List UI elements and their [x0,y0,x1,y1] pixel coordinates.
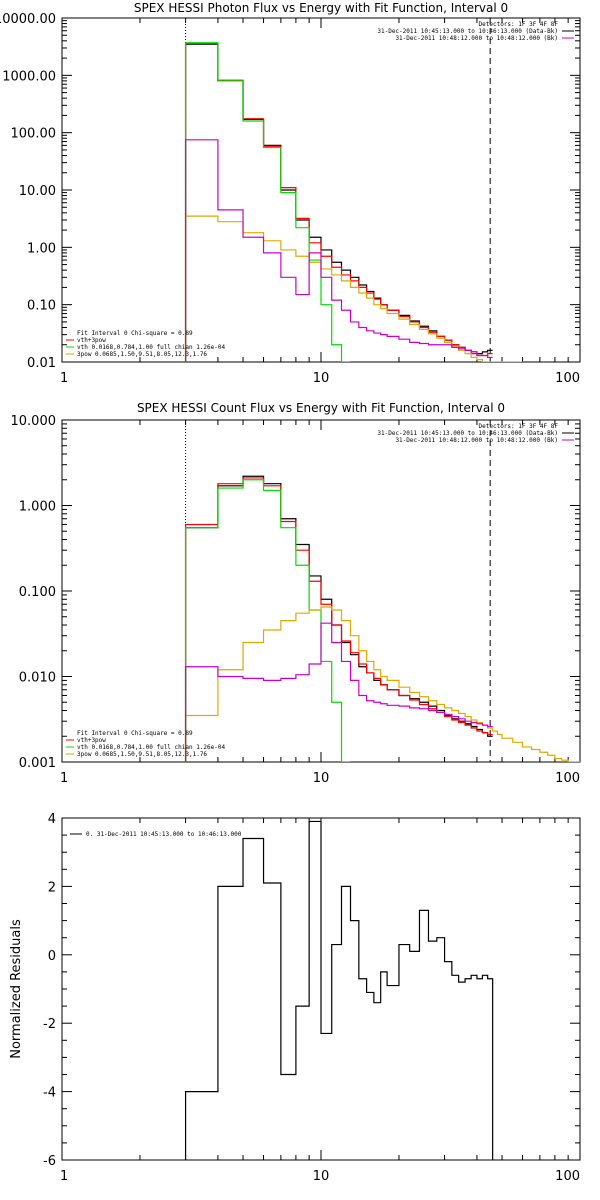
x-tick-label: 1 [60,1169,68,1184]
count-flux-panel: SPEX HESSI Count Flux vs Energy with Fit… [11,401,581,786]
x-tick-label: 1 [60,771,68,786]
x-tick-label: 10 [313,1169,330,1184]
x-tick-label: 100 [555,1169,580,1184]
legend-text: 31-Dec-2011 10:48:12.000 to 10:48:12.000… [395,437,558,444]
y-tick-label: 4 [48,812,56,827]
series-group [184,820,494,1160]
legend-text: vth+3pow [77,337,106,344]
legend-text: 31-Dec-2011 10:45:13.000 to 10:46:13.000… [377,28,558,35]
y-tick-label: 1.000 [19,500,56,515]
y-tick-label: 10000.00 [0,12,56,27]
legend-text: vth+3pow [77,737,106,744]
y-tick-label: -2 [43,1017,56,1032]
legend-text: vth 0.0168,0.784,1.00 full chian 1.26e-0… [77,744,225,751]
y-tick-label: -6 [43,1154,56,1169]
legend-text: Fit Interval 0 Chi-square = 0.89 [77,330,193,337]
series-line-2 [184,479,351,762]
y-tick-label: 10.000 [11,414,57,429]
legend-text: vth 0.0168,0.784,1.00 full chian 1.26e-0… [77,344,225,351]
series-group [184,475,580,762]
chart-title: SPEX HESSI Count Flux vs Energy with Fit… [137,401,505,415]
x-tick-label: 100 [555,771,580,786]
series-group [184,42,523,362]
axis-frame [61,17,581,363]
chart-title: SPEX HESSI Photon Flux vs Energy with Fi… [134,1,508,15]
y-tick-label: 0.001 [19,756,56,771]
legend-text: 31-Dec-2011 10:45:13.000 to 10:46:13.000… [377,430,558,437]
series-line-1 [184,477,493,762]
legend-text: Detectors: 1F 3F 4F 8F [479,21,559,28]
series-line-3 [184,215,523,362]
y-tick-label: 100.00 [11,127,57,142]
y-tick-label: 10.00 [19,184,56,199]
series-line-4 [184,139,493,362]
y-tick-label: 1000.00 [2,69,56,84]
series-line-0 [184,820,494,1160]
residuals-panel: 1 10 100 -6 -4 -2 0 2 4 Normalized Residuals 0. 31… [9,812,581,1184]
y-tick-label: 0.01 [27,356,56,371]
y-tick-label: 0.010 [19,671,56,686]
series-line-1 [184,42,493,362]
series-line-0 [184,475,493,762]
legend-text: Detectors: 1F 3F 4F 8F [479,423,559,430]
x-tick-label: 100 [555,371,580,386]
series-line-2 [184,42,351,362]
series-line-3 [184,606,580,762]
photon-flux-panel: SPEX HESSI Photon Flux vs Energy with Fi… [0,1,581,386]
legend-text: 3pow 0.0685,1.50,9.51,8.05,12.3,1.76 [77,751,207,758]
legend-text: 0. 31-Dec-2011 10:45:13.000 to 10:46:13.… [86,831,242,838]
x-tick-label: 1 [60,371,68,386]
legend-text: 3pow 0.0685,1.50,9.51,8.05,12.3,1.76 [77,351,207,358]
legend-text: 31-Dec-2011 10:48:12.000 to 10:48:12.000… [395,35,558,42]
x-tick-label: 10 [313,371,330,386]
y-tick-label: 0 [48,949,56,964]
y-tick-label: 0.10 [27,299,56,314]
series-line-0 [184,43,493,362]
y-tick-label: -4 [43,1086,56,1101]
series-line-4 [184,622,493,762]
y-tick-label: 2 [48,880,56,895]
y-tick-label: 1.00 [27,241,56,256]
y-axis-label: Normalized Residuals [9,919,24,1059]
y-tick-label: 0.100 [19,585,56,600]
legend-text: Fit Interval 0 Chi-square = 0.89 [77,730,193,737]
x-tick-label: 10 [313,771,330,786]
